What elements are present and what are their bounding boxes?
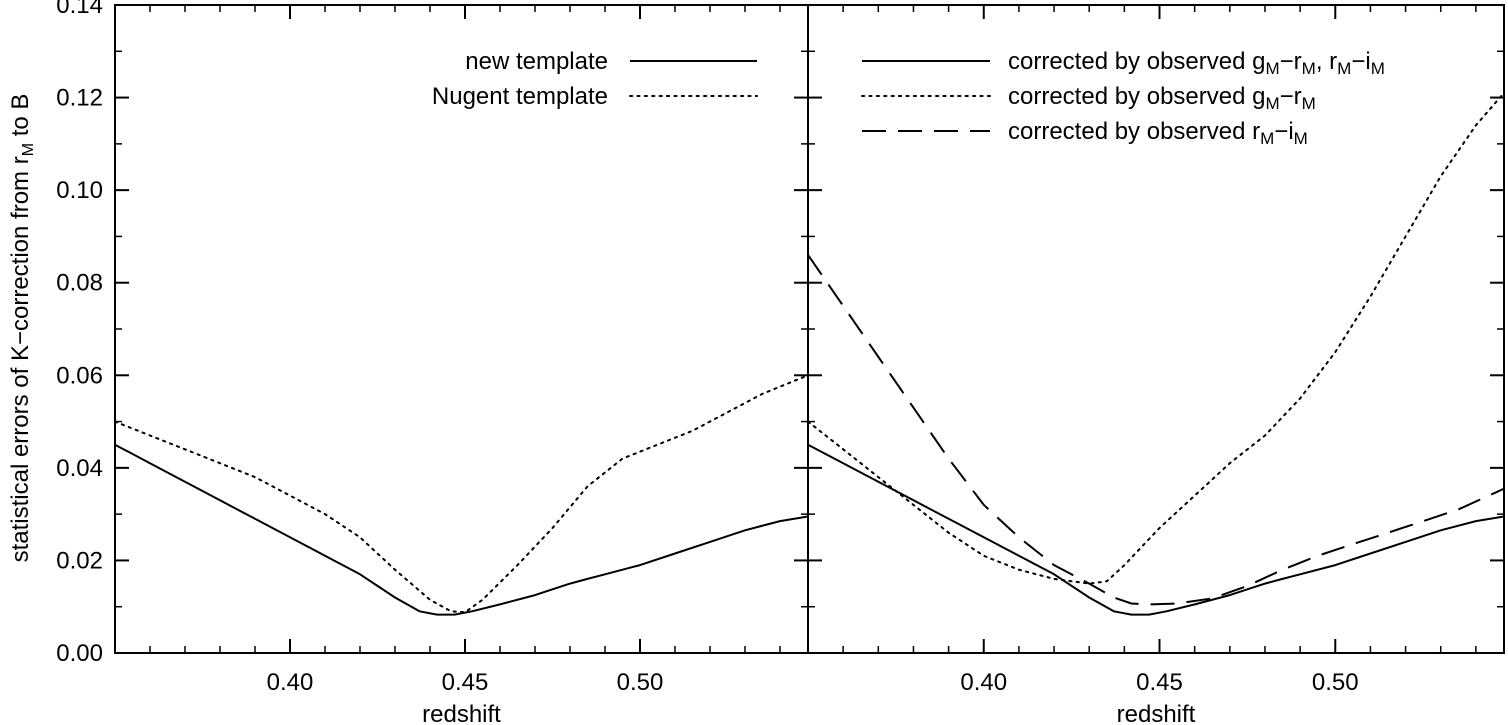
left-x-axis-label: redshift (422, 701, 501, 725)
y-tick-label: 0.04 (56, 455, 103, 482)
right-legend-label-text-0: corrected by observed g (1008, 83, 1265, 110)
x-tick-label: 0.45 (442, 669, 489, 696)
y-tick-label: 0.08 (56, 270, 103, 297)
left-legend-label-text-0: new template (465, 48, 608, 75)
right-legend-label: corrected by observed rM−iM (1008, 118, 1308, 148)
y-axis-label-tail: to B (7, 94, 34, 143)
y-tick-label: 0.00 (56, 640, 103, 667)
right-x-axis-label: redshift (1117, 701, 1196, 725)
x-tick-label: 0.50 (1312, 669, 1359, 696)
x-tick-label: 0.45 (1136, 669, 1183, 696)
right-legend-label-subscript: M (1260, 129, 1274, 148)
right-legend-label-subscript: M (1294, 129, 1308, 148)
x-tick-label: 0.40 (960, 669, 1007, 696)
y-tick-label: 0.14 (56, 0, 103, 19)
x-tick-label: 0.50 (617, 669, 664, 696)
right-series-dotted-line (808, 91, 1504, 585)
right-legend-label-subscript: M (1265, 94, 1279, 113)
right-legend-label-text-0: corrected by observed r (1008, 118, 1260, 145)
right-series-dashed-line (808, 254, 1504, 606)
right-legend-label-text-2: , r (1316, 48, 1337, 75)
y-tick-label: 0.06 (56, 362, 103, 389)
left-series-dotted-line (115, 374, 808, 614)
y-tick-label: 0.12 (56, 85, 103, 112)
y-axis-label-main: statistical errors of K−correction from … (7, 156, 34, 562)
right-legend-label-subscript: M (1265, 59, 1279, 78)
left-legend-label-text-0: Nugent template (432, 83, 608, 110)
left-legend-label: new template (465, 48, 608, 75)
y-tick-label: 0.02 (56, 547, 103, 574)
left-legend-label: Nugent template (432, 83, 608, 110)
y-axis-label-subscript: M (20, 143, 37, 156)
x-tick-label: 0.40 (267, 669, 314, 696)
right-series-solid-line (808, 443, 1504, 616)
right-legend-label-subscript: M (1302, 59, 1316, 78)
right-legend-label: corrected by observed gM−rM, rM−iM (1008, 48, 1385, 78)
y-axis-label: statistical errors of K−correction from … (7, 94, 37, 563)
right-legend-label-text-3: −i (1351, 48, 1370, 75)
right-legend-label-subscript: M (1302, 94, 1316, 113)
left-series-solid-line (115, 443, 808, 616)
right-legend-label-subscript: M (1371, 59, 1385, 78)
right-legend-label: corrected by observed gM−rM (1008, 83, 1316, 113)
right-legend-label-text-1: −i (1274, 118, 1293, 145)
right-panel: 0.40 0.45 0.50 redshift corrected by observe… (807, 4, 1505, 725)
left-panel: 0.00 0.02 0.04 0.06 0.08 0.10 0.12 0.14 0.40 0.45… (56, 0, 809, 725)
right-legend-label-text-1: −r (1280, 48, 1302, 75)
right-legend-label-text-1: −r (1280, 83, 1302, 110)
y-tick-label: 0.10 (56, 177, 103, 204)
right-legend-label-subscript: M (1337, 59, 1351, 78)
right-legend-label-text-0: corrected by observed g (1008, 48, 1265, 75)
